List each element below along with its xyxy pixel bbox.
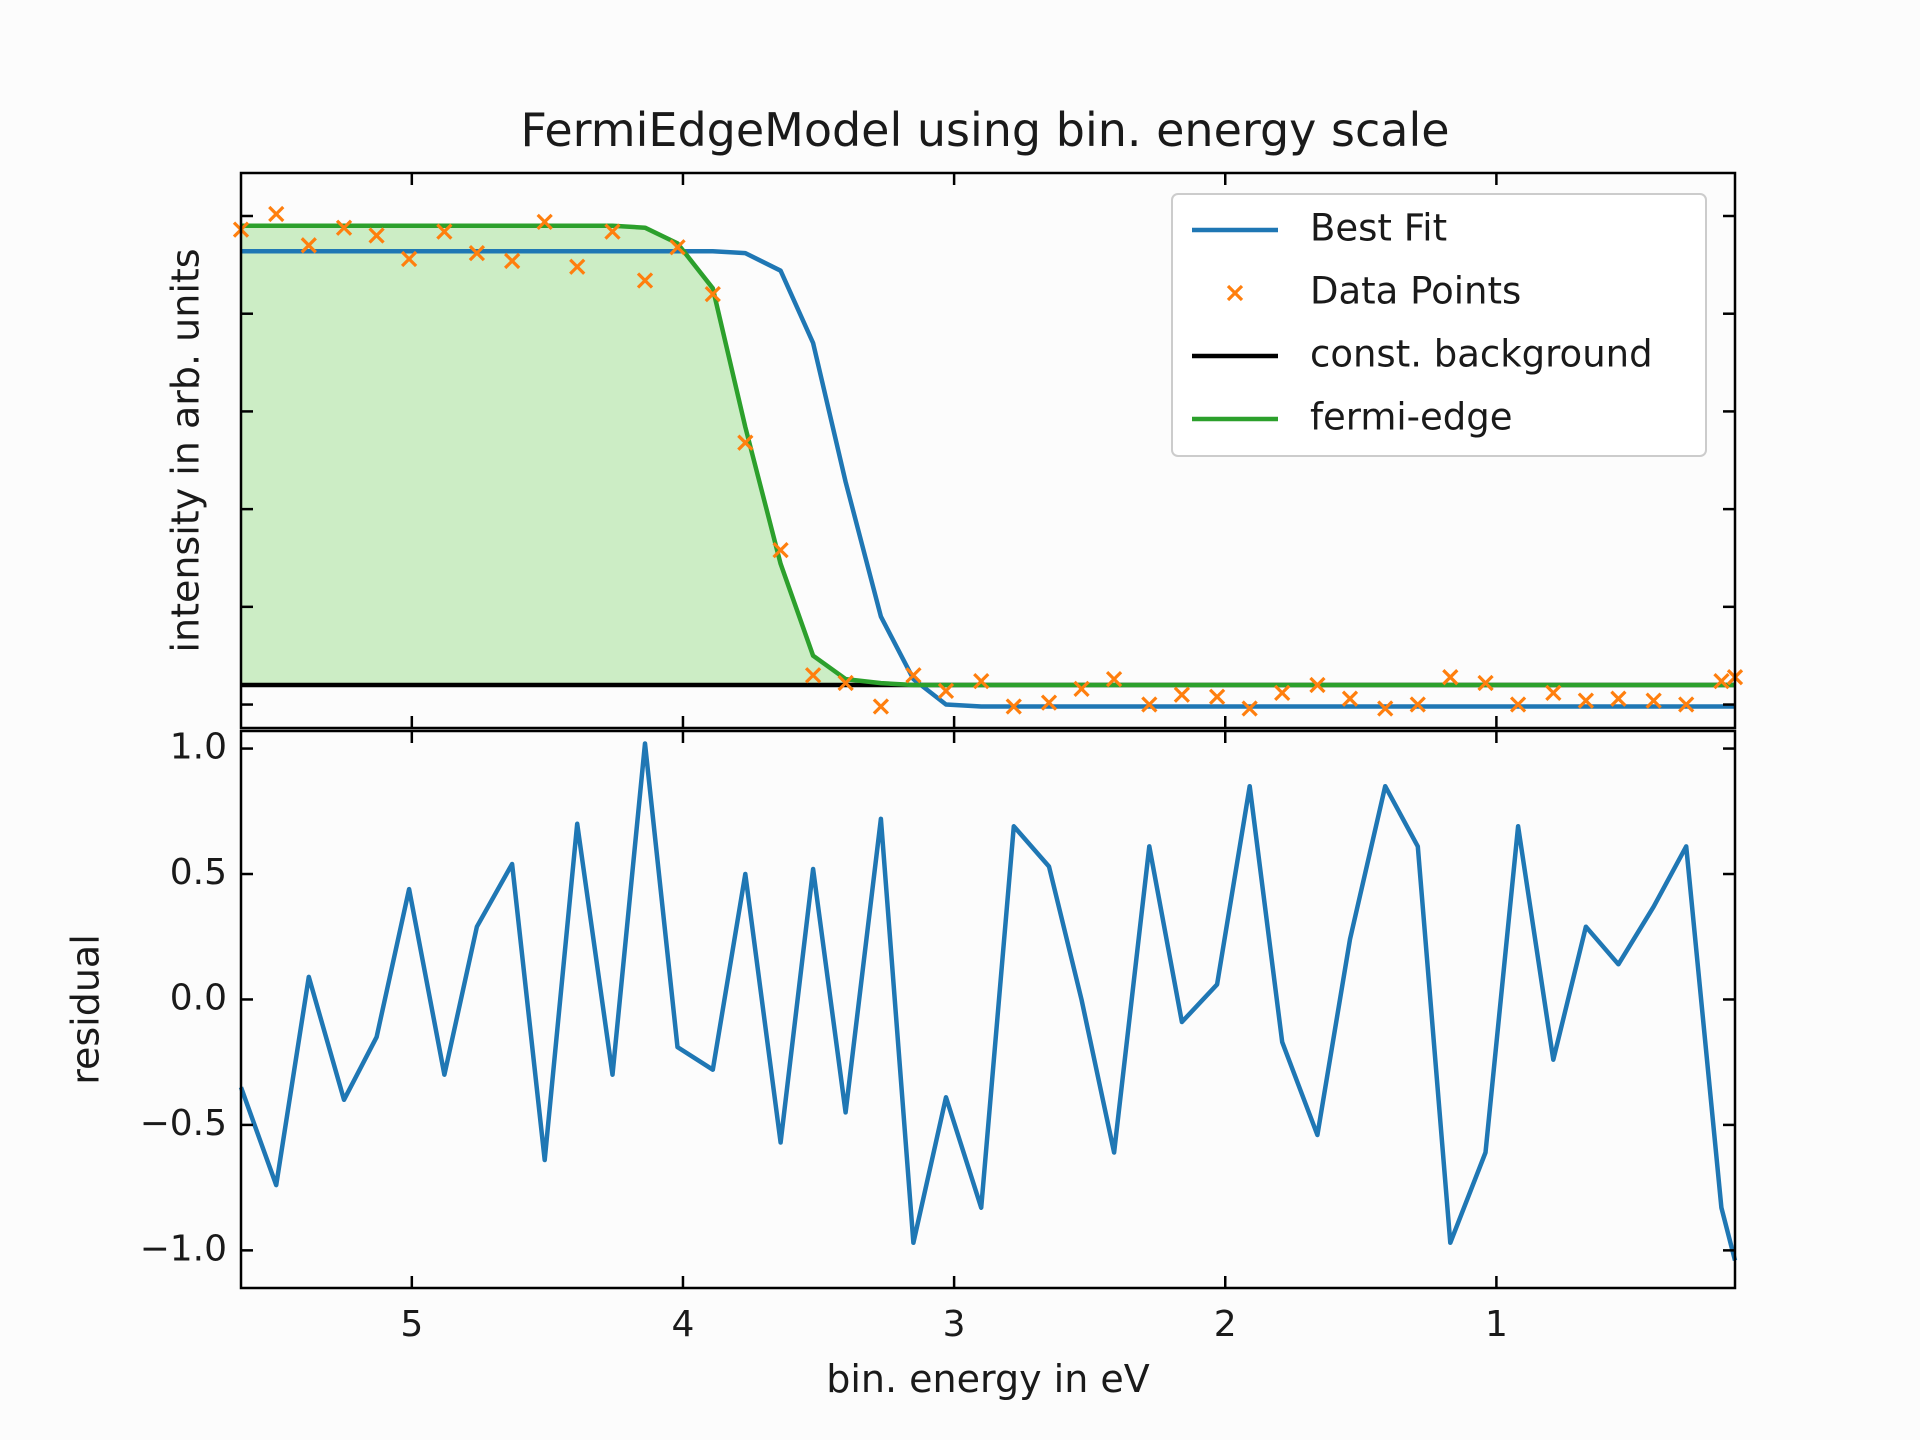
data-point <box>1005 698 1022 715</box>
data-point <box>772 542 789 559</box>
data-point <box>1141 696 1158 713</box>
x-tick-label: 1 <box>1485 1304 1508 1345</box>
data-point <box>536 213 553 230</box>
data-point <box>1309 676 1326 694</box>
data-point <box>1173 686 1191 703</box>
data-point <box>1105 671 1123 688</box>
y-tick-label: 0.0 <box>170 977 227 1018</box>
x-tick-label: 3 <box>943 1304 966 1345</box>
data-point <box>1477 674 1494 692</box>
data-point <box>1577 692 1595 709</box>
legend-label-data-points: Data Points <box>1310 270 1521 313</box>
top-panel: intensity in arb. units Best Fit Data Poi… <box>164 171 1744 730</box>
residual-line <box>238 741 1738 1261</box>
data-point <box>1073 680 1090 698</box>
data-point <box>569 258 586 275</box>
y-tick-label: −1.0 <box>140 1228 227 1269</box>
bottom-y-axis-label: residual <box>64 934 108 1085</box>
x-axis-label: bin. energy in eV <box>826 1357 1150 1401</box>
fermi-edge-fill <box>241 225 1735 686</box>
data-point <box>400 250 418 268</box>
top-ticks <box>241 173 1735 728</box>
data-point <box>937 682 955 700</box>
data-point <box>1274 684 1291 701</box>
data-point <box>335 219 353 236</box>
data-point <box>872 698 890 715</box>
data-point <box>504 252 521 270</box>
data-point <box>905 667 922 684</box>
legend-marker <box>1226 284 1244 302</box>
data-point <box>1645 692 1662 709</box>
legend-box <box>1171 193 1707 457</box>
fermi-edge-line <box>241 223 1735 688</box>
data-point <box>804 667 822 684</box>
data-point <box>1409 696 1426 713</box>
x-tick-label: 4 <box>672 1304 695 1345</box>
data-point <box>368 227 385 244</box>
data-point <box>973 672 990 690</box>
data-point <box>1208 688 1226 705</box>
data-point <box>268 205 285 223</box>
y-tick-label: −0.5 <box>140 1103 227 1144</box>
data-point <box>1713 672 1730 690</box>
data-point <box>737 434 754 451</box>
bottom-ticks: 1.0 0.5 0.0 −0.5 −1.0 5 4 3 2 1 <box>140 727 1735 1345</box>
data-point <box>1678 696 1695 713</box>
data-point <box>436 223 453 240</box>
data-point <box>468 244 486 262</box>
data-point <box>1241 700 1258 717</box>
data-point <box>1610 690 1627 707</box>
data-point <box>636 272 654 289</box>
bottom-panel: 1.0 0.5 0.0 −0.5 −1.0 5 4 3 2 1 residual bin. ene… <box>64 727 1738 1401</box>
legend-label-fermi-edge: fermi-edge <box>1310 396 1513 439</box>
data-point <box>1509 696 1527 713</box>
residual-series-line <box>238 741 1738 1261</box>
data-point <box>704 286 721 303</box>
data-point <box>1377 700 1394 717</box>
legend: Best Fit Data Points const. background ferm… <box>1171 193 1707 457</box>
bottom-axes-frame <box>239 729 1737 1290</box>
data-point <box>669 239 686 256</box>
data-point <box>300 237 317 254</box>
legend-label-best-fit: Best Fit <box>1310 207 1447 250</box>
data-point <box>1341 690 1359 707</box>
data-point <box>1442 669 1459 686</box>
top-axes-frame <box>239 171 1737 730</box>
best-fit-line <box>241 248 1735 709</box>
x-tick-label: 2 <box>1214 1304 1237 1345</box>
data-point <box>604 223 621 240</box>
top-y-axis-label: intensity in arb. units <box>164 248 208 652</box>
y-tick-label: 1.0 <box>170 727 227 768</box>
chart-title: FermiEdgeModel using bin. energy scale <box>520 103 1449 157</box>
data-point <box>1545 684 1562 701</box>
legend-label-const-background: const. background <box>1310 333 1653 376</box>
x-tick-label: 5 <box>400 1304 423 1345</box>
fermi-edge-area <box>241 225 1735 686</box>
y-tick-label: 0.5 <box>170 852 227 893</box>
data-point <box>837 674 854 692</box>
data-point <box>1040 694 1058 711</box>
